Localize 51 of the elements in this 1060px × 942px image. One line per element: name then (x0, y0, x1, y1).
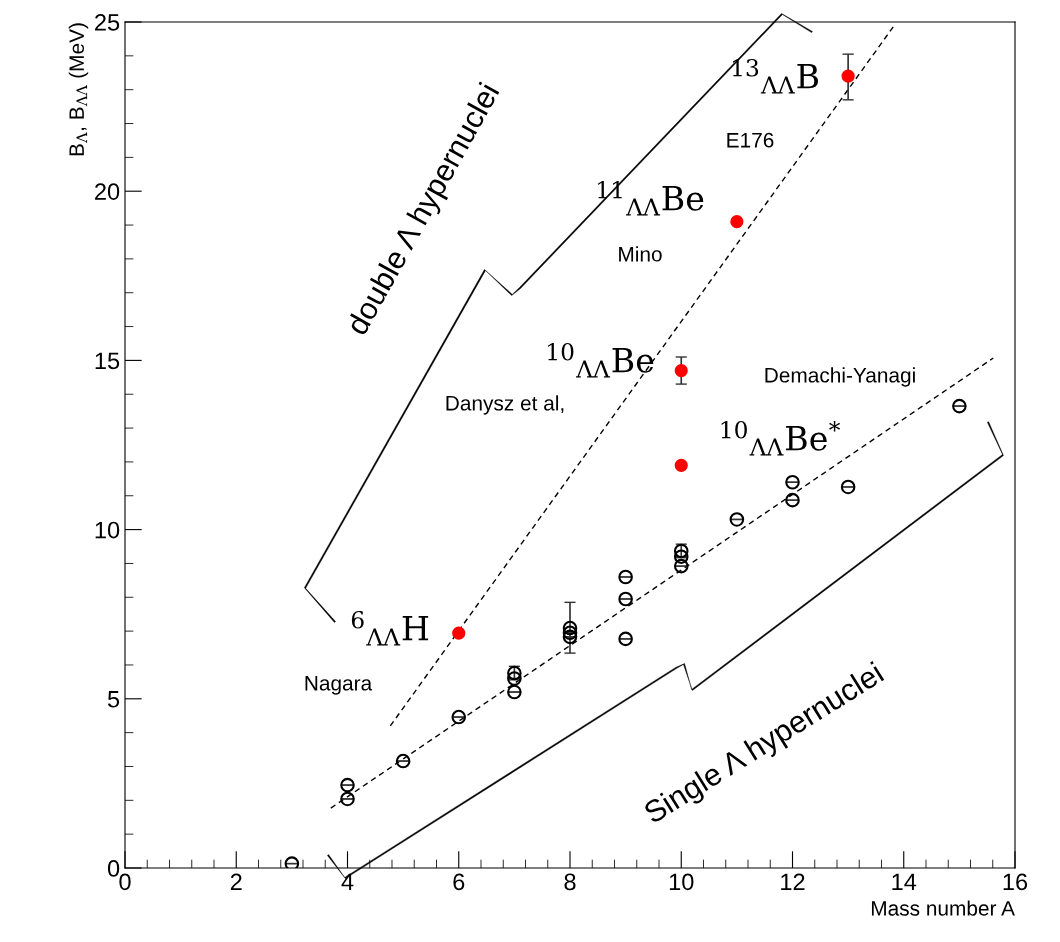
y-tick-label: 0 (107, 860, 120, 877)
x-tick-label: 4 (341, 873, 354, 890)
x-tick-label: 16 (1003, 873, 1028, 891)
point (284, 856, 300, 868)
point (618, 569, 633, 585)
x-tick-label: 2 (230, 873, 242, 890)
y-tick-label: 20 (95, 183, 120, 200)
point (340, 777, 355, 793)
y-tick-label: 25 (95, 14, 120, 31)
x-tick-label: 12 (781, 873, 805, 890)
annotation: Mino (619, 246, 662, 262)
x-axis-title: Mass number A (871, 900, 1015, 916)
point (395, 753, 411, 769)
y-tick-label: 5 (107, 691, 120, 708)
point (562, 629, 578, 645)
point (841, 69, 855, 83)
x-tick-label: 0 (119, 873, 131, 891)
point (507, 671, 522, 686)
y-tick-label: 10 (95, 521, 120, 539)
annotation: Nagara (305, 676, 373, 695)
point (451, 709, 467, 725)
point (562, 620, 578, 636)
annotation: $^{13}$$_{ΛΛ}$B (732, 58, 819, 94)
point (507, 684, 522, 700)
y-axis-title: B$_{Λ}$, B$_{ΛΛ}$ (MeV) (68, 23, 89, 156)
point (673, 549, 689, 564)
point (730, 215, 744, 229)
point (673, 558, 689, 574)
annotation: E176 (727, 132, 774, 148)
point (618, 591, 633, 607)
annotation: Danysz et al, (446, 395, 564, 415)
point (340, 791, 355, 807)
point (952, 398, 967, 414)
point (840, 479, 856, 495)
point (785, 492, 800, 508)
x-tick-label: 6 (453, 873, 465, 891)
point (618, 631, 633, 647)
annotation: $^{6}$$_{ΛΛ}$H (351, 610, 429, 646)
annotation: Demachi-Yanagi (765, 367, 915, 387)
y-tick-label: 15 (95, 352, 120, 370)
x-tick-label: 8 (564, 873, 576, 891)
point (562, 625, 578, 641)
point (674, 363, 688, 378)
point (674, 458, 688, 472)
point (729, 512, 745, 527)
x-tick-label: 14 (892, 873, 917, 890)
point (785, 474, 800, 490)
annotation: $^{10}$$_{ΛΛ}$Be$^{*}$ (721, 420, 841, 456)
point (452, 626, 466, 640)
x-tick-label: 10 (669, 873, 694, 891)
annotation: $^{10}$$_{ΛΛ}$Be (548, 342, 654, 378)
